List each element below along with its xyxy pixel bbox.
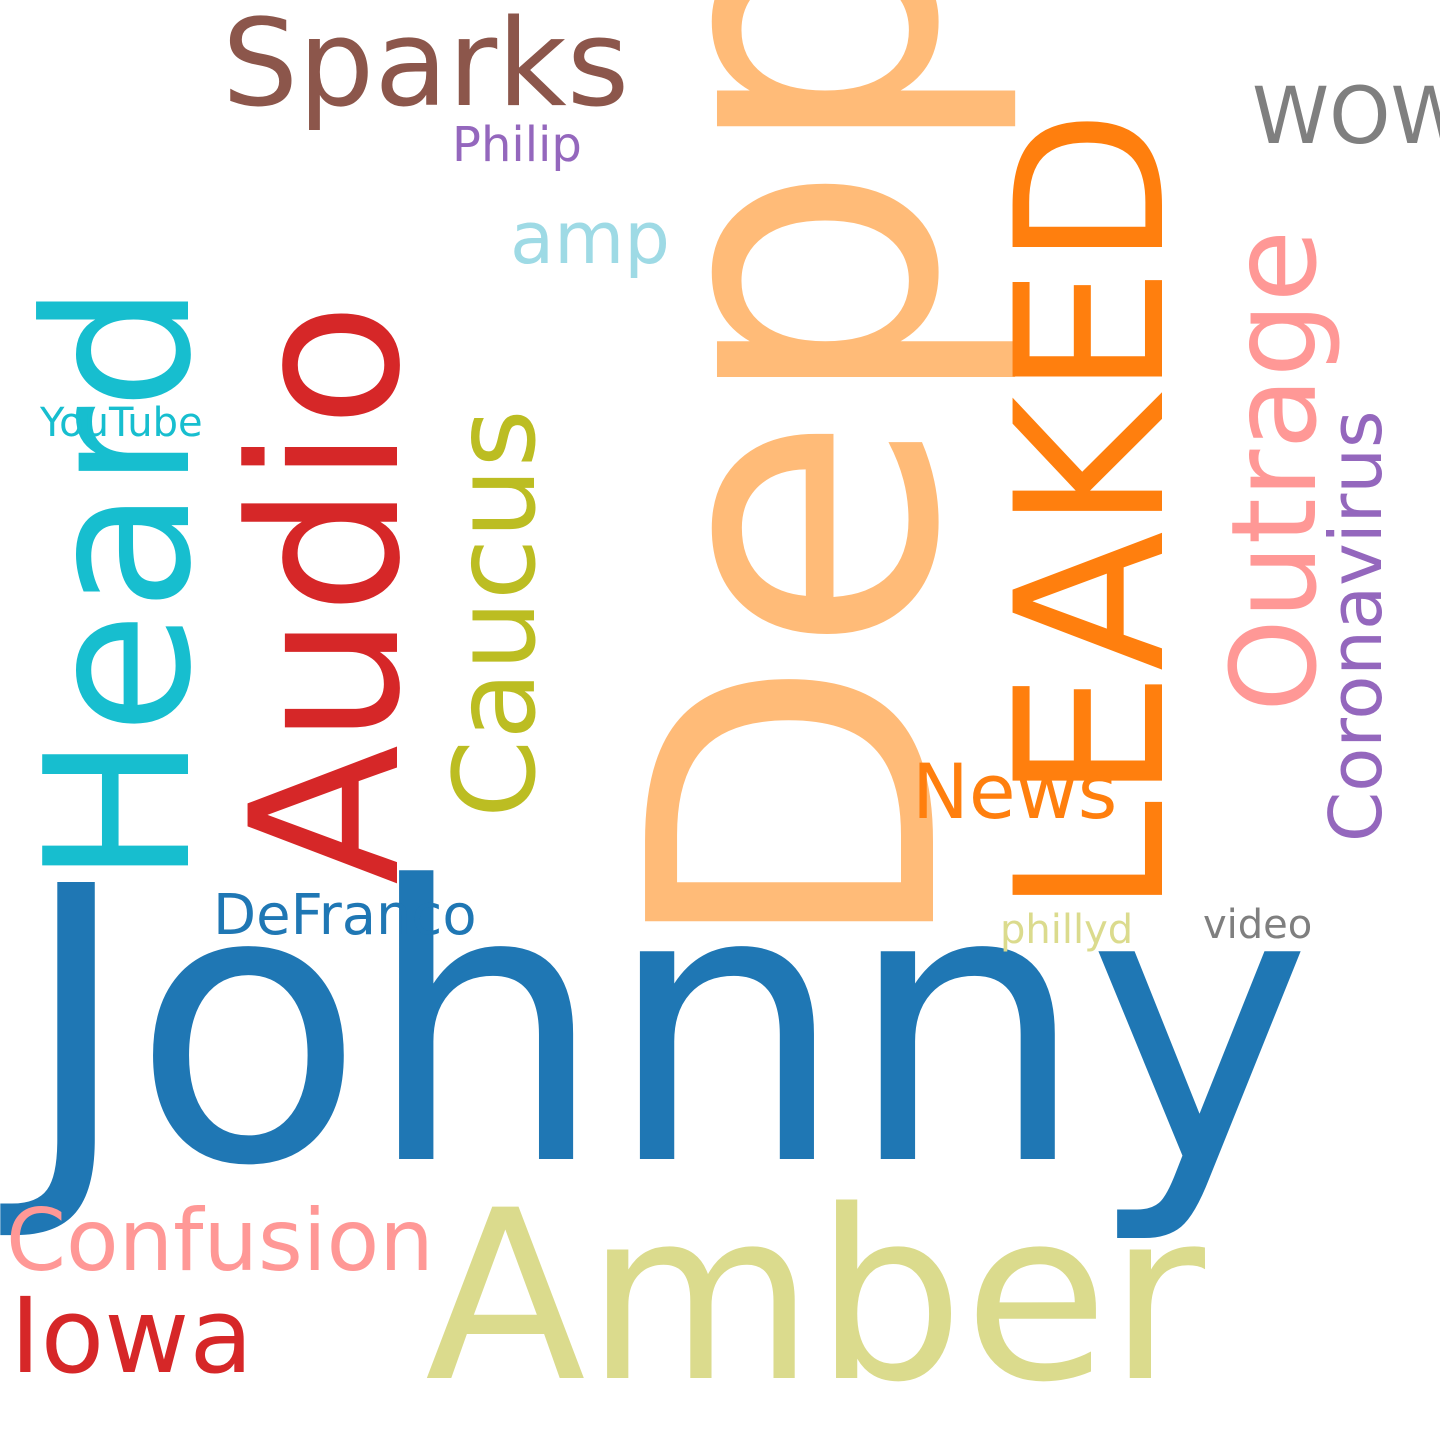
word-phillyd: phillyd bbox=[1000, 907, 1134, 953]
word-caucus: Caucus bbox=[431, 409, 561, 818]
word-amp: amp bbox=[510, 196, 670, 280]
word-coronavirus: Coronavirus bbox=[1314, 410, 1398, 842]
word-amber: Amber bbox=[425, 1161, 1206, 1434]
word-heard: Heard bbox=[3, 283, 236, 885]
word-johnny: Johnny bbox=[20, 806, 1312, 1249]
word-news: News bbox=[912, 747, 1118, 836]
word-sparks: Sparks bbox=[222, 0, 630, 134]
word-iowa: Iowa bbox=[10, 1275, 254, 1397]
word-confusion: Confusion bbox=[6, 1191, 434, 1291]
word-defranco: DeFranco bbox=[213, 883, 477, 948]
word-video: video bbox=[1203, 902, 1313, 948]
word-audio: Audio bbox=[208, 302, 446, 885]
word-youtube: YouTube bbox=[40, 400, 203, 446]
word-philip: Philip bbox=[452, 117, 582, 173]
word-wow: WOW bbox=[1252, 72, 1440, 162]
